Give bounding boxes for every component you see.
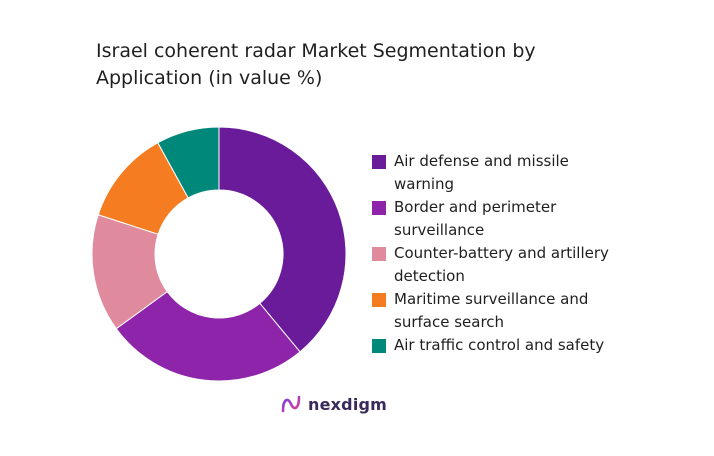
donut-slices [91,126,347,382]
legend-label: Counter-battery and artillery detection [394,244,609,285]
donut-slice [115,290,301,382]
legend-swatch [372,247,386,261]
chart-legend: Air defense and missile warning Border a… [372,150,702,380]
legend-swatch [372,339,386,353]
legend-swatch [372,201,386,215]
legend-item: Border and perimeter surveillance [372,196,702,242]
chart-title: Israel coherent radar Market Segmentatio… [96,40,536,89]
legend-item: Maritime surveillance and surface search [372,288,702,334]
legend-item: Counter-battery and artillery detection [372,242,702,288]
legend-label: Air defense and missile warning [394,152,569,193]
legend-item: Air defense and missile warning [372,150,702,196]
legend-label: Maritime surveillance and surface search [394,290,589,331]
legend-swatch [372,155,386,169]
legend-item: Air traffic control and safety [372,334,702,380]
legend-swatch [372,293,386,307]
nexdigm-logo-icon [281,395,301,413]
legend-label: Air traffic control and safety [394,336,605,354]
donut-slice [157,126,220,199]
brand-name: nexdigm [308,394,388,414]
brand-logo: nexdigm [280,393,387,415]
donut-slice [218,126,347,353]
legend-label: Border and perimeter surveillance [394,198,557,239]
